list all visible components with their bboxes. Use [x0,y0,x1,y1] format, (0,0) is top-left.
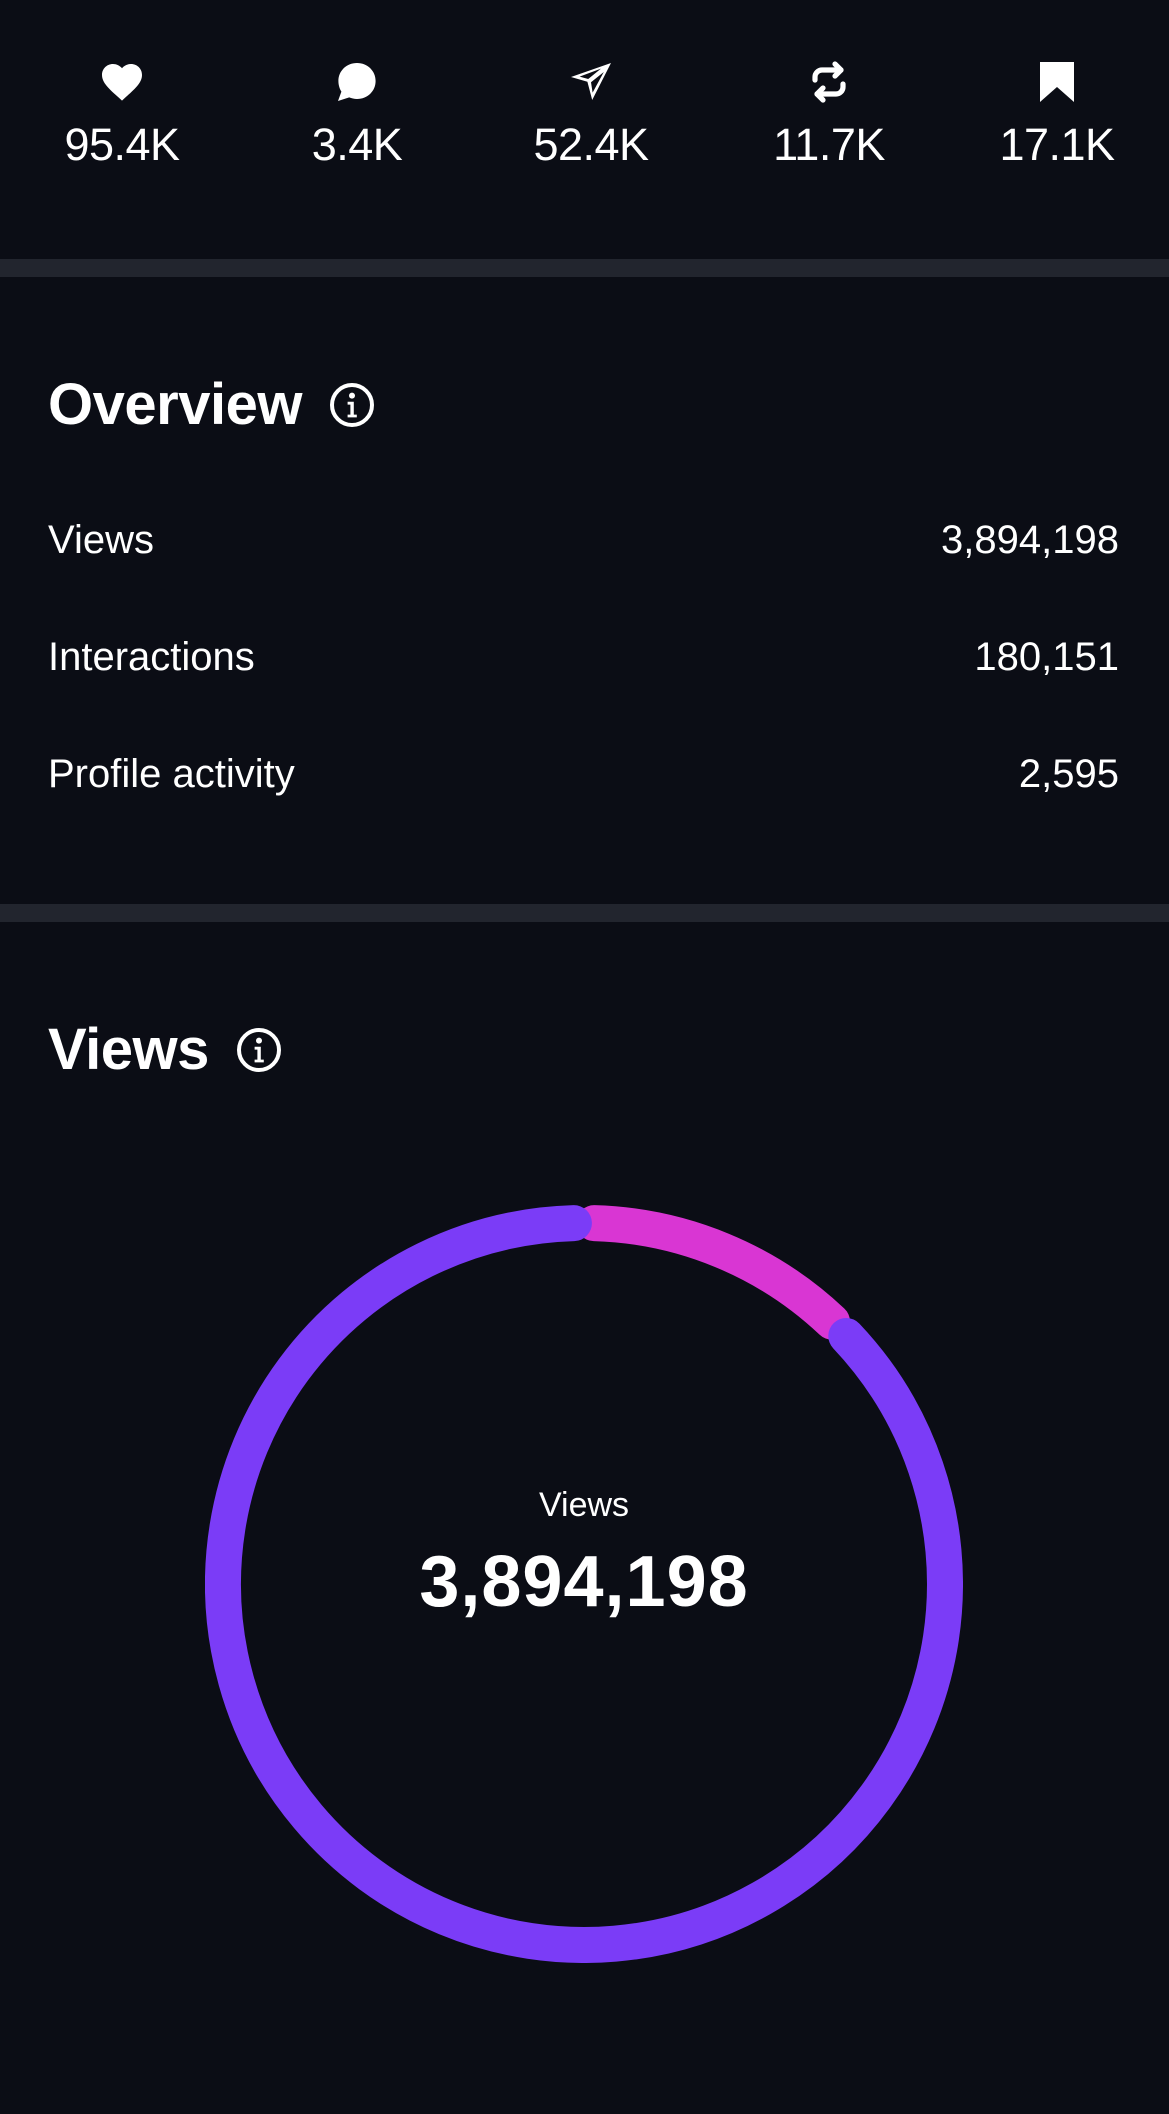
donut-center-value: 3,894,198 [419,1542,749,1622]
donut-center-label: Views [538,1486,630,1524]
metric-value: 180,151 [974,635,1119,679]
overview-row-interactions: Interactions 180,151 [48,627,1119,687]
share-icon [567,58,615,106]
overview-row-profile-activity: Profile activity 2,595 [48,744,1119,804]
donut-segment-0 [576,1205,851,1340]
comments-count: 3.4K [311,119,403,170]
views-header: Views [48,1015,283,1085]
heart-icon [98,58,146,106]
bookmark-icon [1033,58,1081,106]
reposts-stat[interactable]: 11.7K [719,58,939,188]
reposts-count: 11.7K [773,119,885,170]
views-title: Views [48,1017,209,1082]
metric-label: Interactions [48,635,255,679]
comments-stat[interactable]: 3.4K [247,58,467,188]
shares-count: 52.4K [533,119,649,170]
comment-icon [333,58,381,106]
engagement-stats-row: 95.4K 3.4K 52.4K 11.7K 17.1K [0,0,1169,260]
section-divider [0,904,1169,922]
bookmarks-stat[interactable]: 17.1K [947,58,1167,188]
metric-value: 3,894,198 [941,518,1119,562]
likes-stat[interactable]: 95.4K [12,58,232,188]
info-icon[interactable] [235,1026,283,1074]
shares-stat[interactable]: 52.4K [481,58,701,188]
donut-svg [205,1205,963,1963]
repost-icon [805,58,853,106]
overview-header: Overview [48,370,376,440]
views-donut-chart: Views 3,894,198 [205,1205,963,1963]
metric-value: 2,595 [1018,752,1119,796]
overview-title: Overview [48,372,302,437]
info-icon[interactable] [328,381,376,429]
section-divider [0,259,1169,277]
donut-segment-1 [205,1205,963,1963]
donut-center: Views 3,894,198 [205,1205,963,1963]
likes-count: 95.4K [64,119,180,170]
overview-row-views: Views 3,894,198 [48,510,1119,570]
metric-label: Views [48,518,154,562]
metric-label: Profile activity [48,752,295,796]
bookmarks-count: 17.1K [999,119,1115,170]
